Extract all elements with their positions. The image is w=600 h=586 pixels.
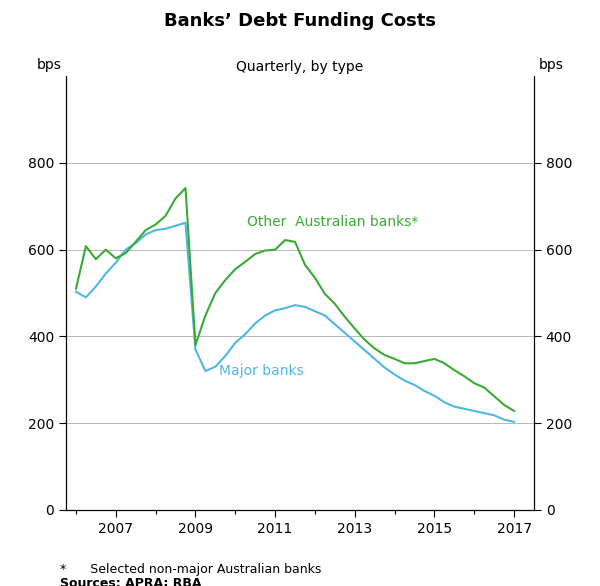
- Text: Other  Australian banks*: Other Australian banks*: [247, 215, 419, 229]
- Text: bps: bps: [37, 58, 61, 72]
- Text: Sources: APRA; RBA: Sources: APRA; RBA: [60, 577, 202, 586]
- Text: bps: bps: [539, 58, 563, 72]
- Title: Quarterly, by type: Quarterly, by type: [236, 60, 364, 74]
- Text: Major banks: Major banks: [220, 364, 304, 379]
- Text: Banks’ Debt Funding Costs: Banks’ Debt Funding Costs: [164, 12, 436, 30]
- Text: *      Selected non-major Australian banks: * Selected non-major Australian banks: [60, 563, 322, 575]
